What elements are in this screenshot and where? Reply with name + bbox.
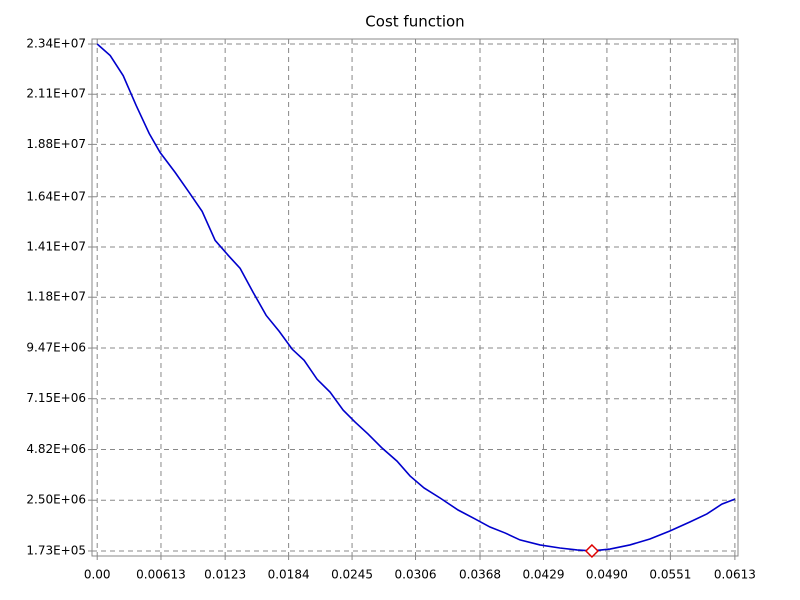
x-tick-label: 0.0245 [331,568,373,582]
y-tick-label: 1.64E+07 [26,189,86,203]
y-tick-label: 1.73E+05 [26,543,86,557]
y-tick-label: 2.50E+06 [26,493,86,507]
x-tick-label: 0.0613 [714,568,756,582]
chart-title: Cost function [365,13,464,31]
x-tick-label: 0.00 [84,568,111,582]
y-tick-label: 1.41E+07 [26,240,86,254]
y-tick-label: 1.88E+07 [26,137,86,151]
x-tick-label: 0.00613 [136,568,186,582]
x-tick-label: 0.0551 [649,568,691,582]
y-tick-label: 1.18E+07 [26,290,86,304]
y-tick-label: 2.11E+07 [26,87,86,101]
y-tick-label: 2.34E+07 [26,37,86,51]
x-tick-label: 0.0429 [522,568,564,582]
plot-area [91,38,739,557]
x-tick-label: 0.0490 [586,568,628,582]
minimum-marker [584,543,600,559]
x-tick-label: 0.0306 [395,568,437,582]
cost-line [96,43,736,552]
y-tick-label: 7.15E+06 [26,391,86,405]
x-tick-label: 0.0123 [204,568,246,582]
y-tick-label: 9.47E+06 [26,341,86,355]
x-tick-label: 0.0368 [459,568,501,582]
x-tick-label: 0.0184 [268,568,310,582]
y-tick-label: 4.82E+06 [26,442,86,456]
